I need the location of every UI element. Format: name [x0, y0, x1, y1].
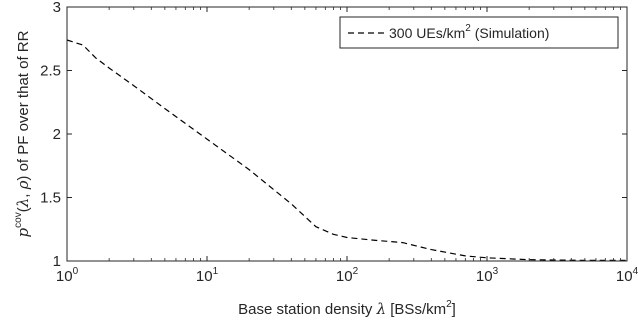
x-tick-label: 104	[616, 266, 638, 285]
legend-label: 300 UEs/km2 (Simulation)	[389, 23, 549, 41]
x-tick-label: 101	[196, 266, 219, 285]
y-axis-label: pcov(λ, ρ) of PF over that of RR	[13, 30, 32, 237]
x-tick-labels: 100 101 102 103 104	[56, 266, 638, 285]
x-tick-label: 103	[476, 266, 499, 285]
x-tick-label: 102	[336, 266, 359, 285]
plot-area	[67, 7, 627, 261]
y-tick-label: 3	[53, 0, 61, 16]
y-tick-label: 2.5	[40, 63, 61, 80]
legend-box	[339, 16, 619, 49]
y-tick-labels: 1 1.5 2 2.5 3	[40, 0, 61, 270]
plot-frame	[66, 6, 628, 262]
y-tick-label: 2	[53, 126, 61, 143]
y-tick-label: 1	[53, 253, 61, 270]
legend: 300 UEs/km2 (Simulation)	[339, 16, 619, 49]
x-tick-label: 100	[56, 266, 79, 285]
series-line-300-ues	[66, 39, 627, 261]
x-axis-label: Base station density λ [BSs/km2]	[238, 299, 456, 318]
y-tick-label: 1.5	[40, 190, 61, 207]
